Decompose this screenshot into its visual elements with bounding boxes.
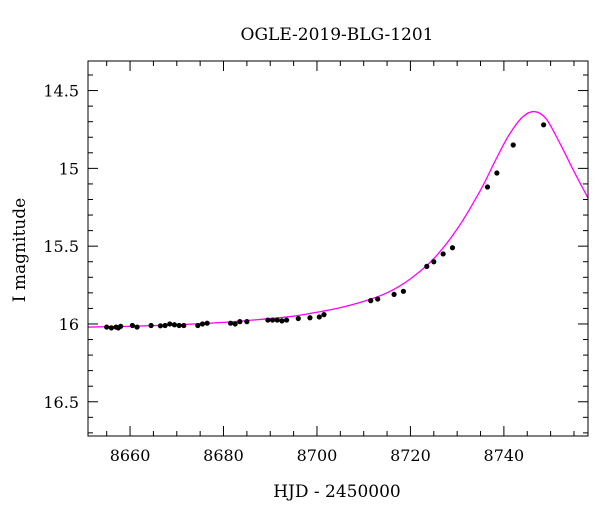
- data-point: [316, 314, 322, 320]
- data-point: [375, 296, 381, 302]
- data-point: [494, 170, 500, 176]
- data-point: [104, 324, 110, 330]
- data-point: [108, 325, 114, 331]
- data-point: [232, 321, 238, 327]
- y-tick-label: 16: [59, 315, 79, 334]
- data-point: [440, 251, 446, 257]
- data-point: [274, 317, 280, 323]
- data-point: [167, 321, 173, 327]
- data-point: [176, 322, 182, 329]
- data-point: [148, 322, 154, 329]
- data-point: [129, 322, 135, 329]
- data-point: [295, 315, 301, 322]
- data-point: [195, 322, 201, 329]
- data-point: [510, 142, 516, 148]
- data-point: [118, 323, 124, 329]
- y-tick-label: 14.5: [43, 82, 79, 101]
- data-point: [204, 320, 210, 326]
- data-point: [134, 324, 140, 330]
- data-point: [449, 245, 456, 251]
- data-point: [368, 298, 374, 304]
- y-tick-label: 16.5: [43, 393, 79, 412]
- data-point: [431, 259, 437, 265]
- data-point: [400, 288, 407, 294]
- data-point: [269, 317, 276, 323]
- data-point: [424, 263, 430, 269]
- x-axis-label: HJD - 2450000: [273, 482, 401, 502]
- data-point: [541, 122, 547, 128]
- x-tick-label: 8680: [203, 446, 244, 465]
- y-axis-label: I magnitude: [10, 198, 30, 302]
- data-point: [283, 317, 290, 323]
- data-point: [237, 319, 243, 325]
- data-point: [244, 319, 250, 325]
- data-point: [227, 320, 234, 326]
- data-point: [321, 312, 327, 318]
- data-point: [391, 291, 397, 298]
- x-tick-label: 8720: [390, 446, 431, 465]
- data-point: [265, 317, 271, 323]
- data-point: [157, 323, 164, 329]
- data-point: [484, 184, 491, 190]
- x-tick-label: 8740: [484, 446, 525, 465]
- x-tick-label: 8660: [110, 446, 151, 465]
- data-point: [181, 322, 187, 329]
- y-tick-label: 15: [59, 159, 79, 178]
- plot-area: 8660 8680 8700 8720 8740 14.5 15 15.5 16 16.5: [43, 60, 589, 465]
- data-point: [307, 315, 313, 321]
- y-tick-label: 15.5: [43, 237, 79, 256]
- data-point: [162, 322, 168, 329]
- x-tick-label: 8700: [297, 446, 338, 465]
- data-point: [171, 322, 178, 328]
- plot-frame: [87, 60, 589, 437]
- data-point: [199, 321, 206, 327]
- chart-title: OGLE-2019-BLG-1201: [241, 25, 434, 45]
- data-point: [279, 318, 285, 324]
